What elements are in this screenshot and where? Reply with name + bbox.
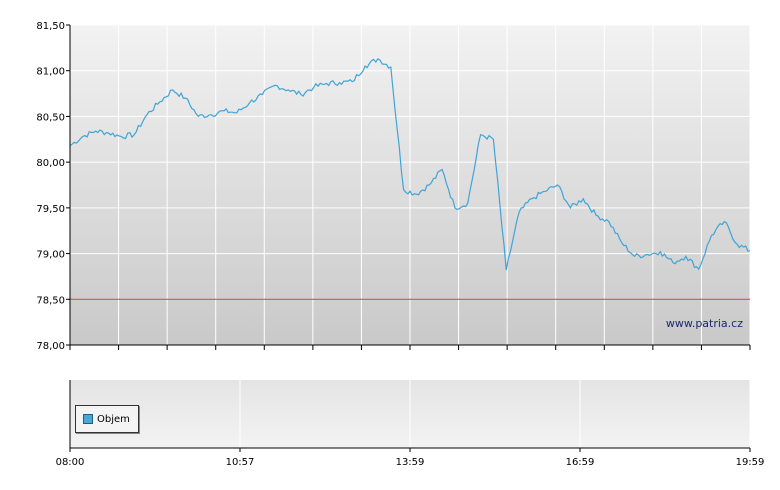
y-tick-label: 79,00 — [36, 250, 65, 261]
x-tick-label: 19:59 — [736, 457, 765, 468]
y-tick-label: 81,50 — [36, 21, 65, 32]
x-tick-label: 16:59 — [566, 457, 595, 468]
axis-ticks: 81,50 81,00 80,50 80,00 79,50 79,00 78,50 78,00 — [36, 21, 751, 352]
x-axis-labels: 08:00 10:57 13:59 16:59 19:59 — [56, 457, 765, 468]
y-tick-label: 78,00 — [36, 341, 65, 352]
x-tick-label: 08:00 — [56, 457, 85, 468]
y-tick-label: 78,50 — [36, 295, 65, 306]
y-tick-label: 79,50 — [36, 204, 65, 215]
y-tick-label: 81,00 — [36, 67, 65, 78]
x-tick-label: 10:57 — [226, 457, 255, 468]
x-tick-label: 13:59 — [396, 457, 425, 468]
y-tick-label: 80,50 — [36, 112, 65, 123]
volume-legend-swatch — [83, 414, 93, 424]
series-line-price — [69, 57, 751, 271]
watermark: www.patria.cz — [666, 317, 743, 330]
volume-legend: Objem — [75, 405, 139, 433]
y-tick-label: 80,00 — [36, 158, 65, 169]
volume-legend-label: Objem — [97, 413, 130, 425]
volume-grid — [69, 380, 751, 452]
